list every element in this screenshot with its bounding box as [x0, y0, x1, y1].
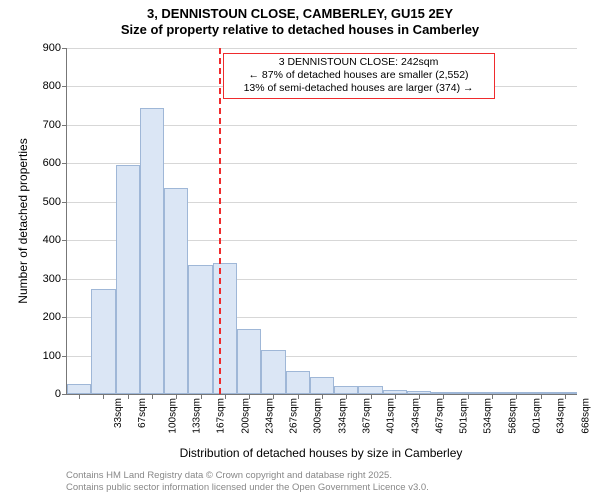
histogram-bar: [237, 329, 261, 394]
x-tick-label: 200sqm: [240, 398, 251, 434]
footer-line2: Contains public sector information licen…: [66, 482, 429, 494]
x-tick-label: 501sqm: [459, 398, 470, 434]
histogram-bar: [91, 289, 115, 394]
x-tick-label: 300sqm: [313, 398, 324, 434]
y-tick-label: 600: [43, 157, 67, 169]
callout-line3: 13% of semi-detached houses are larger (…: [228, 82, 490, 95]
x-tick-label: 234sqm: [264, 398, 275, 434]
y-tick-label: 900: [43, 42, 67, 54]
x-tick-mark: [225, 394, 226, 399]
footer-line1: Contains HM Land Registry data © Crown c…: [66, 470, 429, 482]
x-tick-label: 267sqm: [289, 398, 300, 434]
x-tick-label: 534sqm: [483, 398, 494, 434]
x-tick-label: 568sqm: [507, 398, 518, 434]
y-tick-label: 700: [43, 119, 67, 131]
reference-line: [219, 48, 221, 394]
x-tick-mark: [443, 394, 444, 399]
histogram-bar: [310, 377, 334, 394]
x-tick-mark: [565, 394, 566, 399]
x-tick-label: 33sqm: [113, 398, 124, 428]
y-tick-label: 800: [43, 80, 67, 92]
x-tick-mark: [103, 394, 104, 399]
callout-line2: ← 87% of detached houses are smaller (2,…: [228, 69, 490, 82]
y-tick-label: 0: [55, 388, 67, 400]
x-tick-mark: [419, 394, 420, 399]
x-tick-label: 668sqm: [580, 398, 591, 434]
x-tick-mark: [298, 394, 299, 399]
histogram-bar: [358, 386, 382, 394]
plot-area: 0100200300400500600700800900 33sqm67sqm1…: [66, 48, 577, 395]
x-tick-mark: [201, 394, 202, 399]
histogram-bar: [334, 386, 358, 394]
x-tick-label: 401sqm: [386, 398, 397, 434]
x-tick-label: 467sqm: [434, 398, 445, 434]
x-tick-mark: [346, 394, 347, 399]
chart-title-line2: Size of property relative to detached ho…: [0, 22, 600, 38]
x-tick-label: 334sqm: [337, 398, 348, 434]
x-tick-label: 100sqm: [167, 398, 178, 434]
x-tick-mark: [541, 394, 542, 399]
histogram-bar: [116, 165, 140, 394]
x-tick-label: 434sqm: [410, 398, 421, 434]
histogram-bar: [164, 188, 188, 394]
x-tick-label: 133sqm: [192, 398, 203, 434]
x-axis-label: Distribution of detached houses by size …: [66, 446, 576, 460]
x-tick-label: 601sqm: [532, 398, 543, 434]
x-tick-mark: [128, 394, 129, 399]
callout-box: 3 DENNISTOUN CLOSE: 242sqm ← 87% of deta…: [223, 53, 495, 99]
x-tick-mark: [273, 394, 274, 399]
x-tick-label: 167sqm: [216, 398, 227, 434]
x-tick-mark: [371, 394, 372, 399]
x-tick-mark: [516, 394, 517, 399]
y-tick-label: 300: [43, 273, 67, 285]
y-tick-label: 100: [43, 350, 67, 362]
footer-attribution: Contains HM Land Registry data © Crown c…: [66, 470, 429, 494]
histogram-bar: [261, 350, 285, 394]
x-tick-mark: [152, 394, 153, 399]
x-tick-mark: [79, 394, 80, 399]
histogram-bar: [213, 263, 237, 394]
y-tick-label: 500: [43, 196, 67, 208]
histogram-bar: [286, 371, 310, 394]
histogram-bar: [188, 265, 212, 394]
chart-title-block: 3, DENNISTOUN CLOSE, CAMBERLEY, GU15 2EY…: [0, 6, 600, 39]
y-tick-label: 400: [43, 234, 67, 246]
x-tick-mark: [322, 394, 323, 399]
x-tick-mark: [468, 394, 469, 399]
chart-container: { "title": { "line1": "3, DENNISTOUN CLO…: [0, 0, 600, 500]
histogram-bars: [67, 48, 577, 394]
histogram-bar: [67, 384, 91, 394]
histogram-bar: [140, 108, 164, 394]
chart-title-line1: 3, DENNISTOUN CLOSE, CAMBERLEY, GU15 2EY: [0, 6, 600, 22]
x-tick-mark: [492, 394, 493, 399]
x-tick-label: 634sqm: [556, 398, 567, 434]
x-tick-mark: [395, 394, 396, 399]
x-tick-mark: [176, 394, 177, 399]
x-tick-mark: [249, 394, 250, 399]
y-tick-label: 200: [43, 311, 67, 323]
callout-line1: 3 DENNISTOUN CLOSE: 242sqm: [228, 56, 490, 69]
x-tick-label: 367sqm: [362, 398, 373, 434]
y-axis-label: Number of detached properties: [16, 48, 30, 394]
x-tick-label: 67sqm: [137, 398, 148, 428]
